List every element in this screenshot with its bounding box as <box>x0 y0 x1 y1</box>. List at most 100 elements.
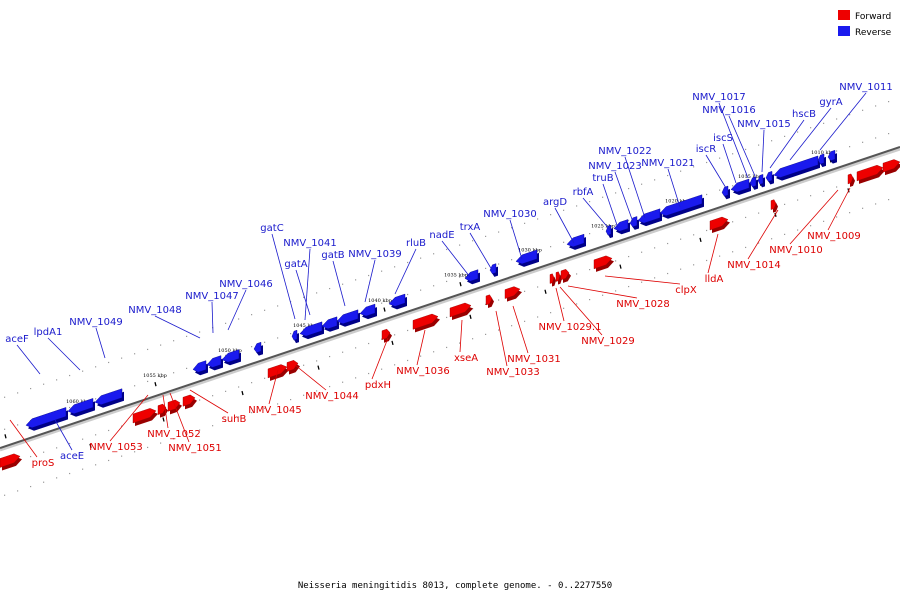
forward-gene-arrow[interactable] <box>856 164 884 182</box>
forward-gene-arrow[interactable] <box>593 255 613 270</box>
forward-gene-arrow[interactable] <box>449 302 472 318</box>
gene-label-forward[interactable]: NMV_1052 <box>147 429 200 440</box>
forward-gene-arrow[interactable] <box>412 313 439 330</box>
gene-label-reverse[interactable]: NMV_1021 <box>641 158 694 169</box>
gene-label-reverse[interactable]: aceE <box>60 451 84 462</box>
gene-label-forward[interactable]: pdxH <box>365 380 391 391</box>
gene-label-reverse[interactable]: nadE <box>429 230 454 241</box>
gene-label-reverse[interactable]: NMV_1016 <box>702 105 755 116</box>
gene-label-reverse[interactable]: argD <box>543 197 567 208</box>
forward-gene-arrow[interactable] <box>770 199 777 210</box>
forward-track-dot <box>537 286 539 288</box>
forward-gene-arrow[interactable] <box>549 273 555 284</box>
reverse-gene-arrow[interactable] <box>659 194 703 216</box>
reverse-gene-arrow[interactable] <box>464 269 479 282</box>
gene-label-reverse[interactable]: NMV_1030 <box>483 209 536 220</box>
gene-label-reverse[interactable]: rbfA <box>573 187 594 198</box>
gene-label-forward[interactable]: suhB <box>222 414 247 425</box>
gene-label-forward[interactable]: NMV_1033 <box>486 367 539 378</box>
gene-label-forward[interactable]: NMV_1051 <box>168 443 221 454</box>
gene-label-reverse[interactable]: NMV_1023 <box>588 161 641 172</box>
upper-track-dot <box>875 105 877 107</box>
reverse-gene-arrow[interactable] <box>730 178 750 193</box>
gene-label-forward[interactable]: NMV_1028 <box>616 299 669 310</box>
gene-label-forward[interactable]: NMV_1029.1 <box>539 322 602 333</box>
gene-label-forward[interactable]: NMV_1029 <box>581 336 634 347</box>
reverse-gene-arrow[interactable] <box>253 341 262 353</box>
forward-track-dot <box>498 299 500 301</box>
reverse-gene-arrow[interactable] <box>359 303 376 317</box>
forward-gene-arrow[interactable] <box>555 271 561 282</box>
reverse-gene-arrow[interactable] <box>388 293 406 307</box>
gene-label-forward[interactable]: NMV_1036 <box>396 366 449 377</box>
gene-label-forward[interactable]: NMV_1053 <box>89 442 142 453</box>
forward-gene-arrow[interactable] <box>709 216 729 231</box>
reverse-gene-arrow[interactable] <box>25 407 67 429</box>
forward-gene-arrow[interactable] <box>182 394 196 407</box>
forward-gene-arrow[interactable] <box>0 453 21 468</box>
reverse-gene-arrow[interactable] <box>765 171 773 182</box>
gene-label-reverse[interactable]: gatC <box>260 223 283 234</box>
gene-label-reverse[interactable]: NMV_1022 <box>598 146 651 157</box>
gene-label-forward[interactable]: xseA <box>454 353 478 364</box>
gene-label-forward[interactable]: NMV_1010 <box>769 245 822 256</box>
forward-gene-arrow[interactable] <box>167 399 181 412</box>
reverse-gene-arrow[interactable] <box>206 355 222 368</box>
reverse-gene-arrow[interactable] <box>827 149 836 161</box>
forward-gene-arrow[interactable] <box>286 360 299 372</box>
forward-gene-arrow[interactable] <box>132 408 157 424</box>
gene-label-reverse[interactable]: iscS <box>713 133 733 144</box>
gene-label-forward[interactable]: NMV_1014 <box>727 260 780 271</box>
reverse-gene-arrow[interactable] <box>94 388 123 405</box>
gene-label-reverse[interactable]: NMV_1011 <box>839 82 892 93</box>
gene-label-reverse[interactable]: NMV_1039 <box>348 249 401 260</box>
forward-gene-arrow[interactable] <box>560 269 570 281</box>
gene-label-reverse[interactable]: NMV_1017 <box>692 92 745 103</box>
gene-label-reverse[interactable]: aceF <box>5 334 29 345</box>
reverse-gene-arrow[interactable] <box>489 263 497 275</box>
reverse-gene-arrow[interactable] <box>749 176 757 188</box>
gene-label-reverse[interactable]: hscB <box>792 109 816 120</box>
reverse-gene-arrow[interactable] <box>629 216 638 228</box>
gene-label-reverse[interactable]: NMV_1041 <box>283 238 336 249</box>
forward-gene-arrow[interactable] <box>157 403 167 415</box>
forward-track-dot <box>407 329 409 332</box>
upper-track-dot <box>524 222 526 224</box>
reverse-gene-arrow[interactable] <box>721 185 729 197</box>
reverse-gene-arrow[interactable] <box>192 360 207 373</box>
gene-label-reverse[interactable]: lpdA1 <box>34 327 63 338</box>
forward-gene-arrow[interactable] <box>381 328 391 341</box>
forward-gene-arrow[interactable] <box>882 159 900 173</box>
gene-label-reverse[interactable]: iscR <box>696 144 716 155</box>
reverse-gene-arrow[interactable] <box>336 309 359 324</box>
forward-gene-arrow[interactable] <box>485 294 493 306</box>
reverse-gene-arrow[interactable] <box>613 219 629 232</box>
reverse-gene-arrow[interactable] <box>67 398 94 414</box>
gene-label-reverse[interactable]: NMV_1015 <box>737 119 790 130</box>
gene-label-forward[interactable]: clpX <box>675 285 697 296</box>
gene-label-reverse[interactable]: NMV_1047 <box>185 291 238 302</box>
gene-label-reverse[interactable]: trxA <box>460 222 481 233</box>
gene-label-reverse[interactable]: rluB <box>406 238 426 249</box>
gene-label-reverse[interactable]: gyrA <box>819 97 842 108</box>
reverse-gene-arrow[interactable] <box>757 174 764 185</box>
gene-label-reverse[interactable]: NMV_1046 <box>219 279 272 290</box>
gene-label-forward[interactable]: proS <box>32 458 55 469</box>
forward-gene-arrow[interactable] <box>847 173 854 185</box>
gene-label-reverse[interactable]: truB <box>592 173 613 184</box>
forward-track-dot <box>732 221 734 223</box>
gene-label-reverse[interactable]: NMV_1049 <box>69 317 122 328</box>
reverse-gene-arrow[interactable] <box>291 329 298 341</box>
gene-label-reverse[interactable]: gatA <box>284 259 307 270</box>
gene-label-forward[interactable]: NMV_1031 <box>507 354 560 365</box>
gene-label-forward[interactable]: NMV_1045 <box>248 405 301 416</box>
gene-label-forward[interactable]: NMV_1009 <box>807 231 860 242</box>
gene-label-reverse[interactable]: gatB <box>321 250 344 261</box>
gene-label-forward[interactable]: lldA <box>705 274 724 285</box>
reverse-gene-arrow[interactable] <box>817 153 825 165</box>
reverse-gene-arrow[interactable] <box>221 349 240 363</box>
gene-label-reverse[interactable]: NMV_1048 <box>128 305 181 316</box>
gene-label-forward[interactable]: NMV_1044 <box>305 391 358 402</box>
forward-gene-arrow[interactable] <box>504 286 521 299</box>
